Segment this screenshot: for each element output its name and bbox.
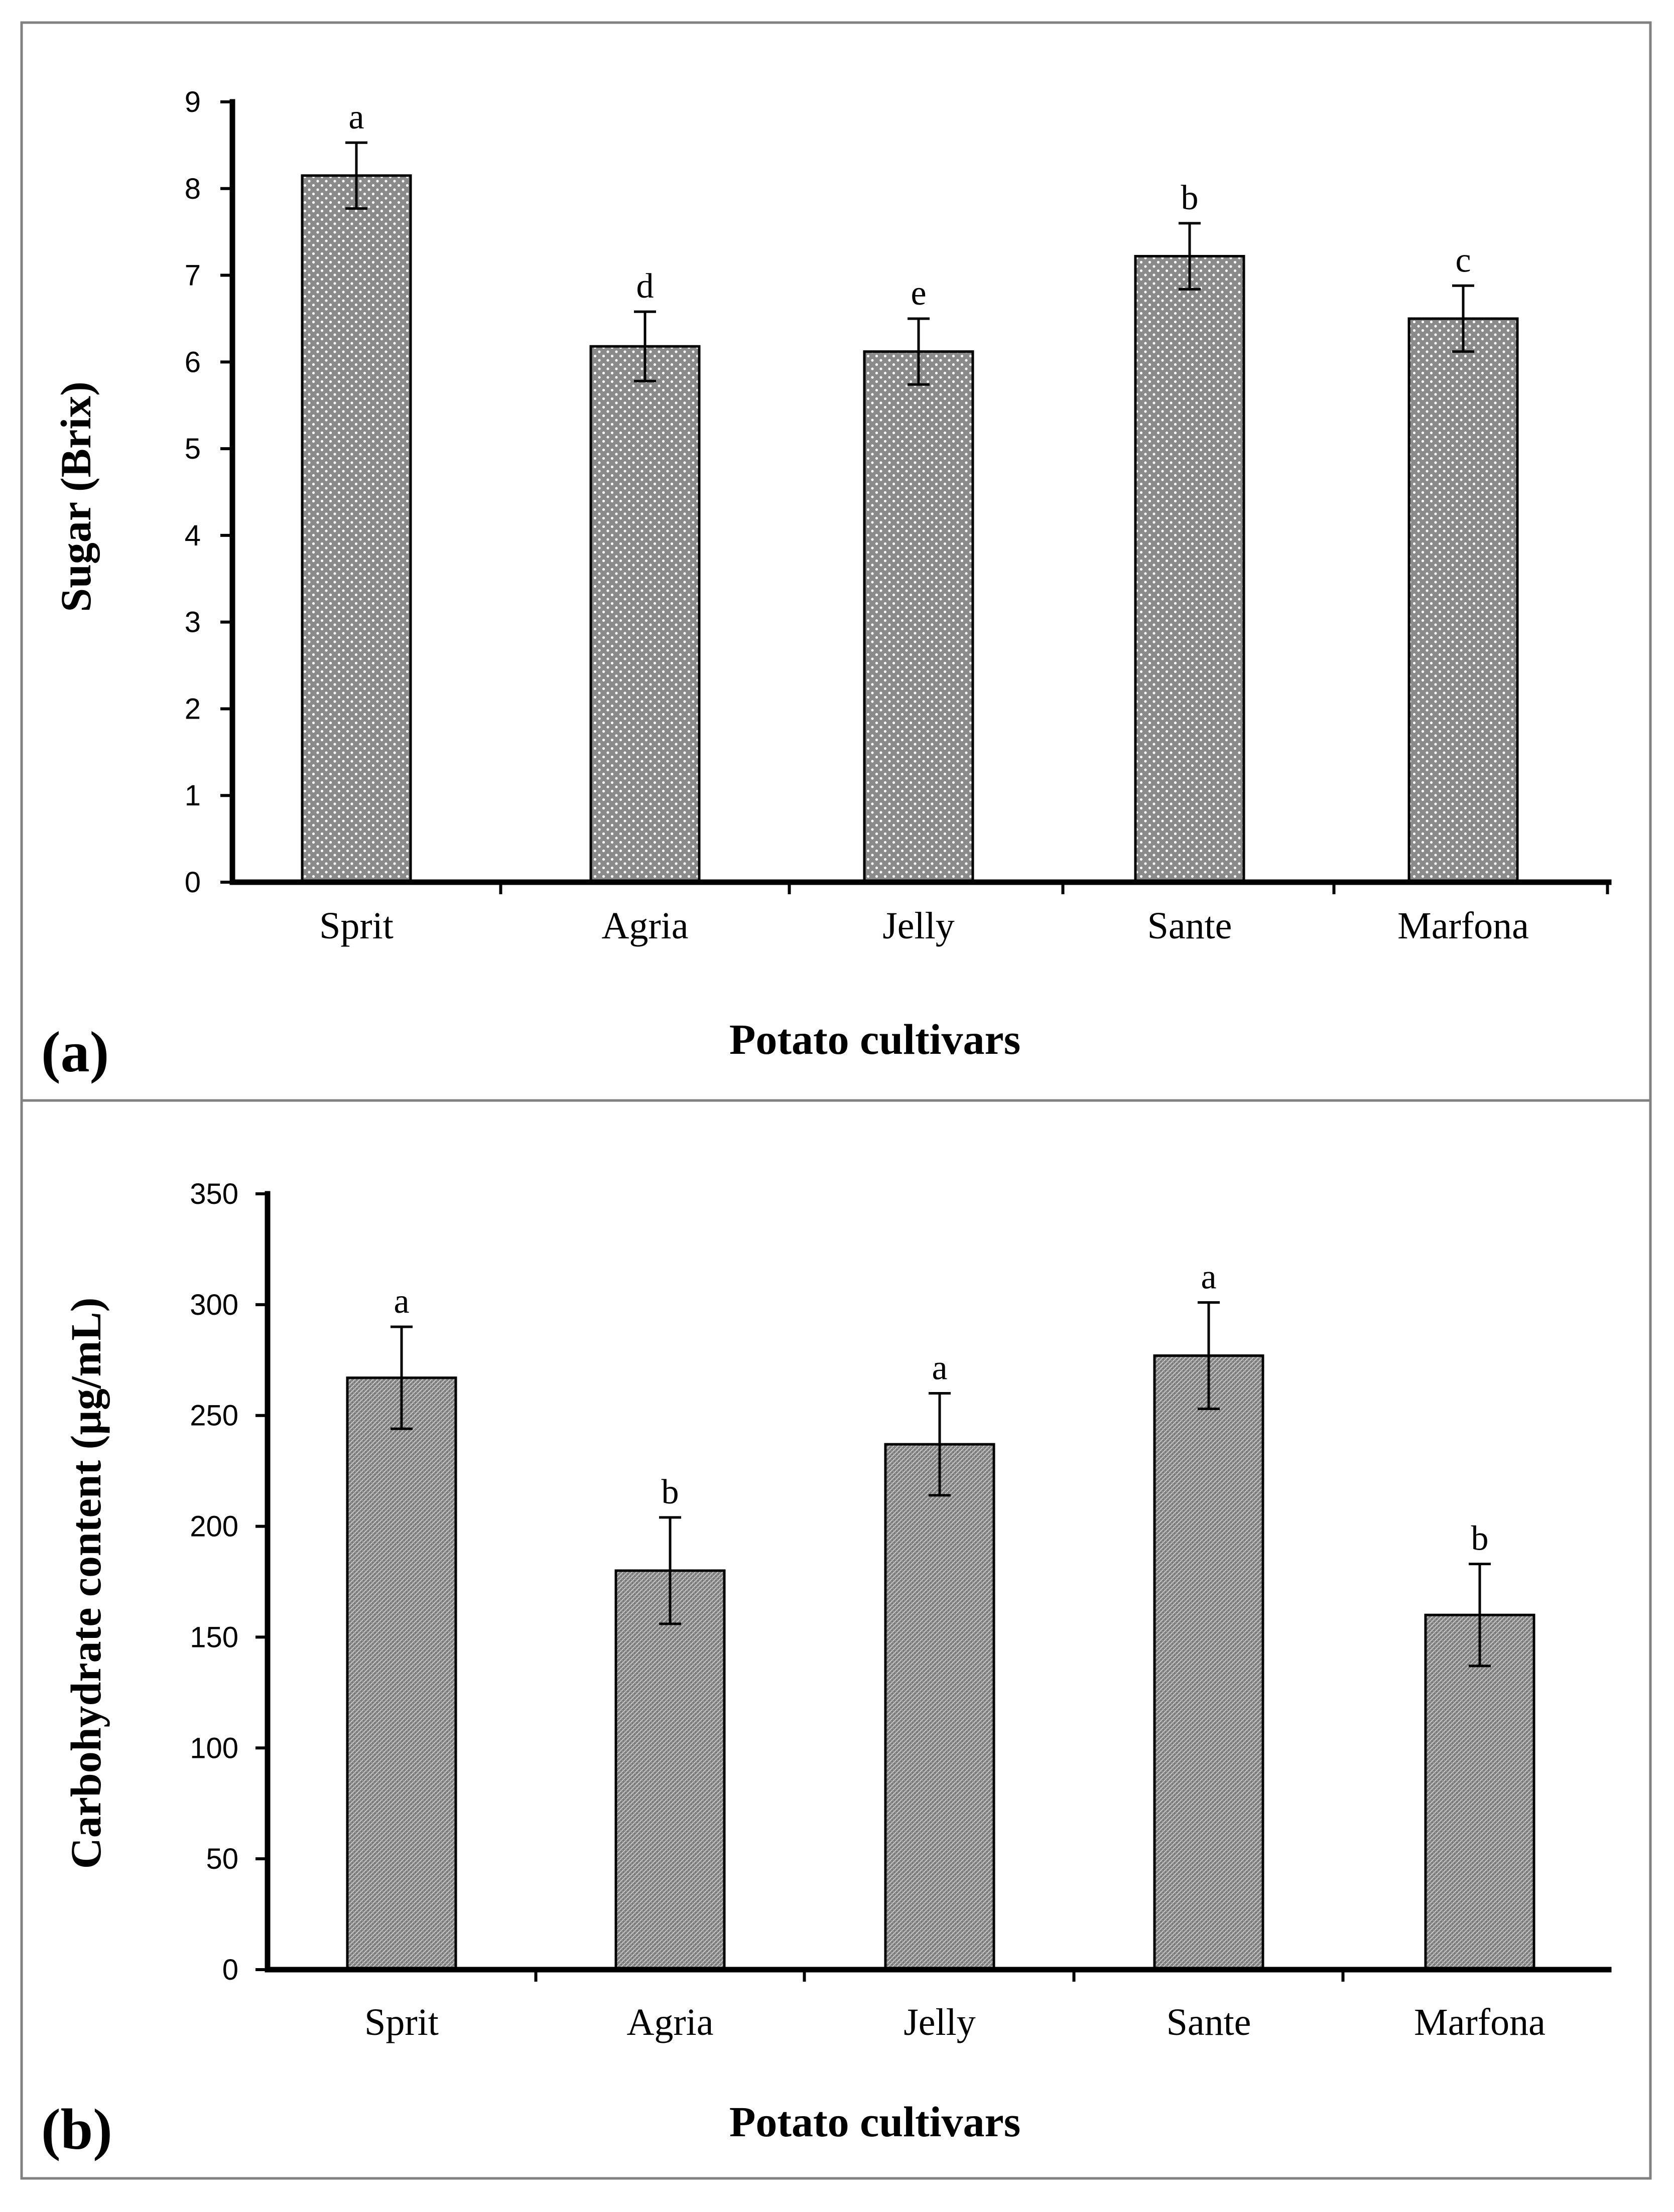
panel-a-axes (229, 99, 1612, 885)
panel-a-xtick-sante: Sante (1147, 905, 1232, 947)
panel-b-xtick-agria: Agria (626, 2001, 713, 2043)
panel-a-sig-sante: b (1181, 179, 1199, 217)
panel-b-ytick-label: 50 (206, 1843, 238, 1875)
panel-a-ytick-label: 3 (185, 606, 201, 639)
panel-b-bar-agria (614, 1569, 726, 1971)
panel-a-sig-sprit: a (348, 98, 364, 136)
panel-a-ytick-label: 0 (185, 866, 201, 899)
panel-b-error-bar-jelly (929, 1392, 951, 1497)
panel-b-y-ticks: 0 50 100 150 200 250 300 350 (190, 1178, 268, 1986)
panel-b-sig-sante: a (1201, 1258, 1216, 1296)
panel-a-sig-marfona: c (1455, 241, 1471, 280)
panel-b-ytick-label: 0 (222, 1954, 238, 1986)
panel-b-error-bar-agria (659, 1516, 681, 1625)
panel-a-ytick-label: 5 (185, 433, 201, 465)
panel-a-y-ticks: 0 1 2 3 4 5 6 7 8 9 (185, 86, 232, 899)
panel-a-xtick-agria: Agria (601, 905, 688, 947)
panel-a-ytick-label: 1 (185, 779, 201, 812)
panel-a-ytick-label: 2 (185, 693, 201, 725)
panel-b: (b) Carbohydrate content (µg/mL) Potato … (20, 1099, 1652, 2180)
panel-b-ytick-label: 150 (190, 1621, 238, 1653)
panel-b-bar-sante (1153, 1354, 1264, 1971)
panel-b-bar-marfona (1424, 1613, 1535, 1971)
panel-b-xtick-jelly: Jelly (904, 2001, 976, 2043)
panel-a-bar-sante (1134, 255, 1245, 884)
panel-a-bar-agria (589, 345, 701, 884)
panel-a-error-bar-agria (634, 310, 656, 382)
panel-b-ytick-label: 350 (190, 1178, 238, 1210)
panel-a-x-ticks: Sprit Agria Jelly Sante Marfona (319, 882, 1609, 947)
panel-a-error-bar-sante (1179, 222, 1201, 291)
panel-a-ytick-label: 9 (185, 86, 201, 118)
panel-a-bar-marfona (1407, 317, 1519, 884)
panel-b-significance-labels: a b a a b (394, 1258, 1488, 1558)
panel-a: (a) Sugar (Brix) Potato cultivars ad ebc … (20, 21, 1652, 1102)
panel-b-sig-sprit: a (394, 1282, 409, 1321)
panel-a-error-bar-sprit (345, 141, 367, 210)
panel-a-error-bars (345, 141, 1474, 386)
panel-a-bar-jelly (863, 350, 974, 884)
panel-b-xlabel: Potato cultivars (729, 2098, 1020, 2146)
panel-b-ytick-label: 300 (190, 1289, 238, 1321)
panel-a-sig-agria: d (636, 267, 654, 306)
panel-a-xlabel: Potato cultivars (729, 1015, 1020, 1063)
panel-b-ytick-label: 250 (190, 1400, 238, 1432)
panel-a-ytick-label: 6 (185, 346, 201, 378)
panel-b-error-bar-marfona (1469, 1563, 1491, 1668)
panel-b-frame (20, 1099, 1652, 2180)
panel-b-error-bars (391, 1301, 1491, 1668)
panel-b-axes (265, 1191, 1612, 1973)
panel-a-error-bar-marfona (1452, 284, 1474, 353)
panel-a-sig-jelly: e (911, 274, 926, 313)
panel-b-xtick-marfona: Marfona (1414, 2001, 1546, 2043)
panel-a-ytick-label: 8 (185, 173, 201, 205)
panel-a-xtick-sprit: Sprit (319, 905, 394, 947)
panel-a-ytick-label: 7 (185, 259, 201, 292)
panel-a-ytick-label: 4 (185, 519, 201, 552)
panel-b-x-ticks: Sprit Agria Jelly Sante Marfona (364, 1970, 1546, 2043)
panel-b-error-bar-sante (1198, 1301, 1220, 1410)
panel-b-bar-jelly (884, 1443, 995, 1971)
panel-a-xtick-marfona: Marfona (1397, 905, 1529, 947)
panel-b-sig-agria: b (662, 1473, 679, 1511)
panel-b-bar-sprit (346, 1376, 457, 1971)
panel-b-ylabel: Carbohydrate content (µg/mL) (62, 1298, 110, 1869)
panel-a-tag: (a) (41, 1020, 109, 1084)
panel-b-xtick-sante: Sante (1167, 2001, 1251, 2043)
panel-b-error-bar-sprit (391, 1325, 413, 1430)
panel-a-bar-sprit (301, 174, 412, 884)
panel-b-sig-marfona: b (1471, 1519, 1489, 1558)
panel-b-ytick-label: 100 (190, 1732, 238, 1764)
panel-b-ytick-label: 200 (190, 1510, 238, 1543)
panel-b-sig-jelly: a (932, 1349, 947, 1388)
panel-a-error-bar-jelly (908, 317, 930, 386)
panel-a-significance-labels: a d e b c (348, 98, 1471, 313)
panel-a-bars (301, 174, 1519, 884)
panel-b-tag: (b) (41, 2098, 112, 2162)
panel-a-ylabel: Sugar (Brix) (52, 381, 100, 612)
panel-b-xtick-sprit: Sprit (364, 2001, 439, 2043)
panel-a-xtick-jelly: Jelly (882, 905, 955, 947)
